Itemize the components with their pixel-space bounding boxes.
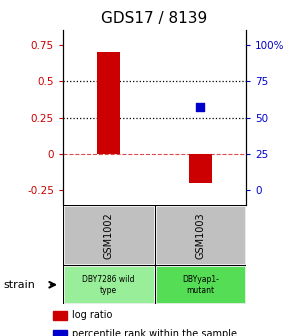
Bar xyxy=(53,330,67,336)
Bar xyxy=(63,265,154,304)
Text: DBYyap1-
mutant: DBYyap1- mutant xyxy=(182,275,219,295)
Title: GDS17 / 8139: GDS17 / 8139 xyxy=(101,11,208,26)
Text: GSM1003: GSM1003 xyxy=(195,212,205,258)
Bar xyxy=(154,265,246,304)
Point xyxy=(198,104,203,110)
Text: log ratio: log ratio xyxy=(72,310,112,320)
Bar xyxy=(63,205,154,265)
Bar xyxy=(189,154,212,183)
Text: DBY7286 wild
type: DBY7286 wild type xyxy=(82,275,135,295)
Bar xyxy=(97,52,120,154)
Text: GSM1002: GSM1002 xyxy=(104,212,114,259)
Text: percentile rank within the sample: percentile rank within the sample xyxy=(72,329,237,336)
Text: strain: strain xyxy=(3,280,35,290)
Bar xyxy=(53,311,67,320)
Bar xyxy=(154,205,246,265)
